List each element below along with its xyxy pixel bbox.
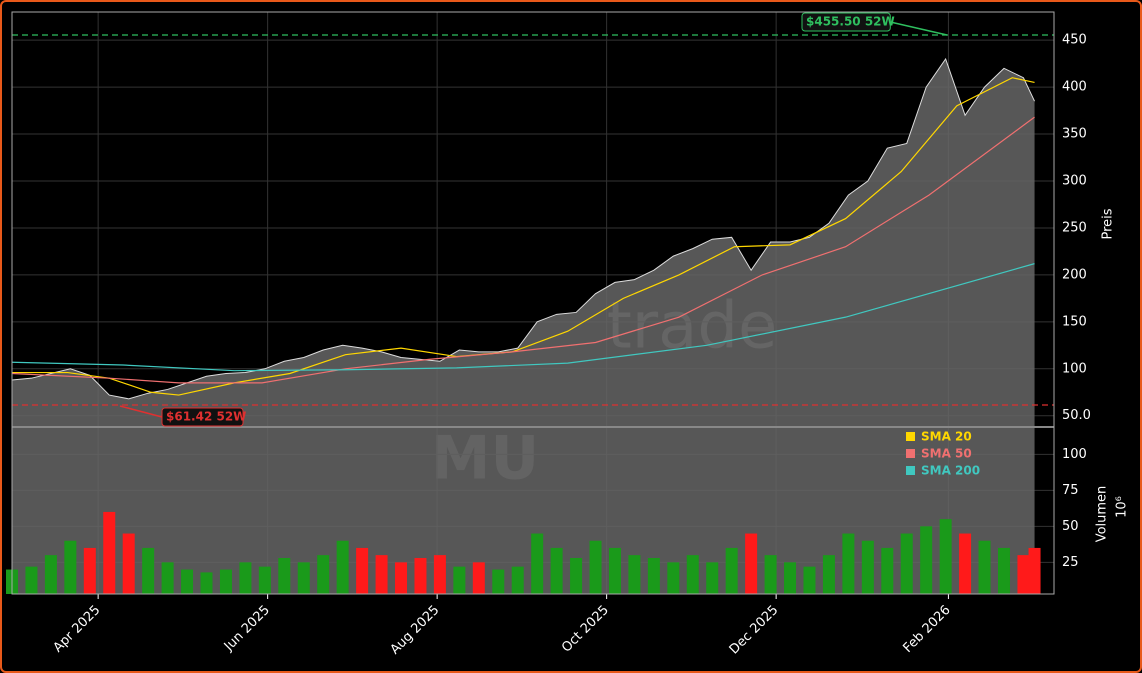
legend-label: SMA 200 bbox=[921, 464, 980, 478]
y-tick-label: 350 bbox=[1062, 127, 1087, 142]
volume-bar bbox=[453, 566, 466, 594]
volume-bar bbox=[1017, 555, 1030, 594]
volume-bar bbox=[122, 533, 135, 594]
volume-bar bbox=[239, 562, 252, 594]
volume-bar bbox=[395, 562, 408, 594]
volume-bar bbox=[511, 566, 524, 594]
volume-bar bbox=[317, 555, 330, 594]
volume-bar bbox=[861, 540, 874, 594]
volume-bar bbox=[414, 558, 427, 594]
volume-bar bbox=[1028, 547, 1041, 594]
x-tick-label: Aug 2025 bbox=[388, 603, 443, 658]
volume-bar bbox=[25, 566, 38, 594]
legend-swatch bbox=[906, 432, 915, 441]
volume-bar bbox=[784, 562, 797, 594]
volume-bar bbox=[356, 547, 369, 594]
y-tick-label: 50.0 bbox=[1062, 408, 1091, 423]
y-tick-label: 25 bbox=[1062, 555, 1079, 570]
x-tick-label: Feb 2026 bbox=[901, 603, 954, 656]
volume-bar bbox=[550, 547, 563, 594]
y-tick-label: 250 bbox=[1062, 220, 1087, 235]
annotation-arrow bbox=[119, 405, 163, 418]
legend-label: SMA 50 bbox=[921, 447, 972, 461]
price-line bbox=[11, 57, 1036, 400]
volume-bar bbox=[939, 519, 952, 594]
volume-bar bbox=[997, 547, 1010, 594]
legend-label: SMA 20 bbox=[921, 430, 972, 444]
volume-bar bbox=[589, 540, 602, 594]
volume-bar bbox=[686, 555, 699, 594]
volume-bar bbox=[881, 547, 894, 594]
y-tick-label: 400 bbox=[1062, 80, 1087, 95]
sma-line bbox=[11, 116, 1035, 384]
volume-bar bbox=[803, 566, 816, 594]
plot-frame bbox=[11, 11, 1055, 595]
y-axis-label: Volumen bbox=[1095, 486, 1110, 543]
volume-bar bbox=[161, 562, 174, 594]
volume-bar bbox=[531, 533, 544, 594]
y-tick-label: 100 bbox=[1062, 361, 1087, 376]
volume-bar bbox=[433, 555, 446, 594]
annotation: $455.50 52W bbox=[806, 15, 895, 29]
y-tick-label: 100 bbox=[1062, 447, 1087, 462]
volume-bar bbox=[297, 562, 310, 594]
volume-bar bbox=[103, 511, 116, 594]
volume-bar bbox=[472, 562, 485, 594]
legend-swatch bbox=[906, 449, 915, 458]
y-tick-label: 150 bbox=[1062, 314, 1087, 329]
volume-bar bbox=[44, 555, 57, 594]
volume-bar bbox=[978, 540, 991, 594]
volume-bar bbox=[745, 533, 758, 594]
volume-bar bbox=[83, 547, 96, 594]
annotation-arrow bbox=[890, 21, 948, 36]
y-tick-label: 50 bbox=[1062, 519, 1079, 534]
y-tick-label: 300 bbox=[1062, 174, 1087, 189]
volume-bar bbox=[336, 540, 349, 594]
x-tick-label: Dec 2025 bbox=[727, 603, 782, 658]
volume-bar bbox=[706, 562, 719, 594]
volume-bar bbox=[278, 558, 291, 594]
volume-bar bbox=[219, 569, 232, 594]
volume-bar bbox=[959, 533, 972, 594]
y-tick-label: 450 bbox=[1062, 33, 1087, 48]
y-tick-label: 75 bbox=[1062, 483, 1079, 498]
volume-bar bbox=[570, 558, 583, 594]
volume-bar bbox=[258, 566, 271, 594]
volume-bar bbox=[492, 569, 505, 594]
y-tick-label: 200 bbox=[1062, 267, 1087, 282]
legend-swatch bbox=[906, 466, 915, 475]
volume-bar bbox=[628, 555, 641, 594]
volume-bar bbox=[200, 572, 213, 594]
volume-bar bbox=[64, 540, 77, 594]
volume-bar bbox=[181, 569, 194, 594]
y-axis-unit: 10⁶ bbox=[1115, 496, 1130, 518]
y-axis-label: Preis bbox=[1101, 208, 1116, 239]
volume-bar bbox=[142, 547, 155, 594]
x-tick-label: Jun 2025 bbox=[221, 603, 273, 655]
volume-bar bbox=[608, 547, 621, 594]
volume-bar bbox=[375, 555, 388, 594]
volume-bar bbox=[764, 555, 777, 594]
volume-bar bbox=[842, 533, 855, 594]
volume-bar bbox=[920, 526, 933, 594]
annotation: $61.42 52W bbox=[166, 410, 246, 424]
x-tick-label: Oct 2025 bbox=[559, 603, 612, 656]
volume-bar bbox=[822, 555, 835, 594]
volume-bar bbox=[725, 547, 738, 594]
volume-bar bbox=[900, 533, 913, 594]
volume-bar bbox=[667, 562, 680, 594]
volume-bar bbox=[647, 558, 660, 594]
x-tick-label: Apr 2025 bbox=[51, 603, 104, 656]
sma-line bbox=[11, 263, 1035, 372]
price-area bbox=[12, 58, 1035, 595]
